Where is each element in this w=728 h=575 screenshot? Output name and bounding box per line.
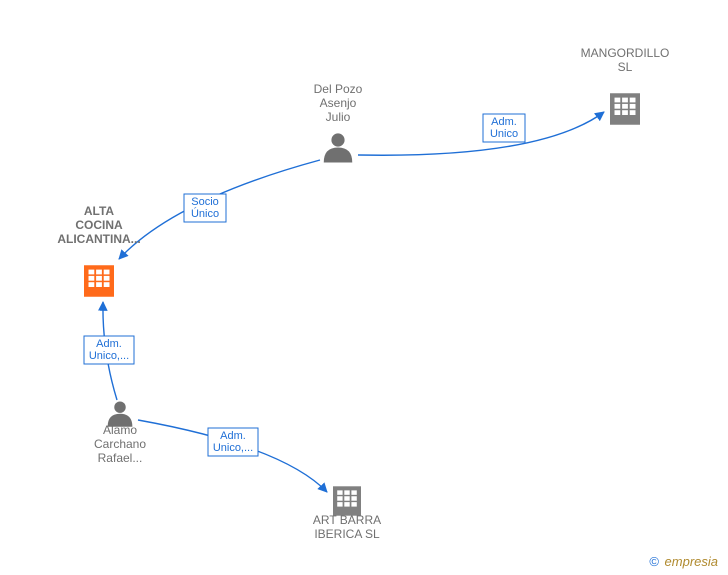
credit-label: © empresia <box>649 554 718 569</box>
node-label-person1: Del PozoAsenjoJulio <box>314 82 363 124</box>
node-company_mangordillo: MANGORDILLOSL <box>581 46 670 125</box>
node-label-person2: AlamoCarchanoRafael... <box>94 423 146 465</box>
building-icon <box>84 265 114 297</box>
node-person2: AlamoCarchanoRafael... <box>94 401 146 465</box>
person-icon <box>324 133 353 162</box>
credit-text: empresia <box>665 554 718 569</box>
node-label-company_alta: ALTACOCINAALICANTINA... <box>57 204 140 246</box>
node-company_art: ART BARRAIBERICA SL <box>313 486 381 541</box>
copyright-symbol: © <box>649 554 659 569</box>
building-icon <box>333 486 361 515</box>
network-diagram: Adm.UnicoSocioÚnicoAdm.Unico,...Adm.Unic… <box>0 0 728 575</box>
node-label-company_mangordillo: MANGORDILLOSL <box>581 46 670 74</box>
building-icon <box>610 93 640 125</box>
edge-label-e1: Adm.Unico <box>490 116 518 140</box>
edge-e1 <box>358 112 604 155</box>
node-person1: Del PozoAsenjoJulio <box>314 82 363 163</box>
edge-label-e2: SocioÚnico <box>191 196 219 220</box>
node-label-company_art: ART BARRAIBERICA SL <box>313 513 381 541</box>
